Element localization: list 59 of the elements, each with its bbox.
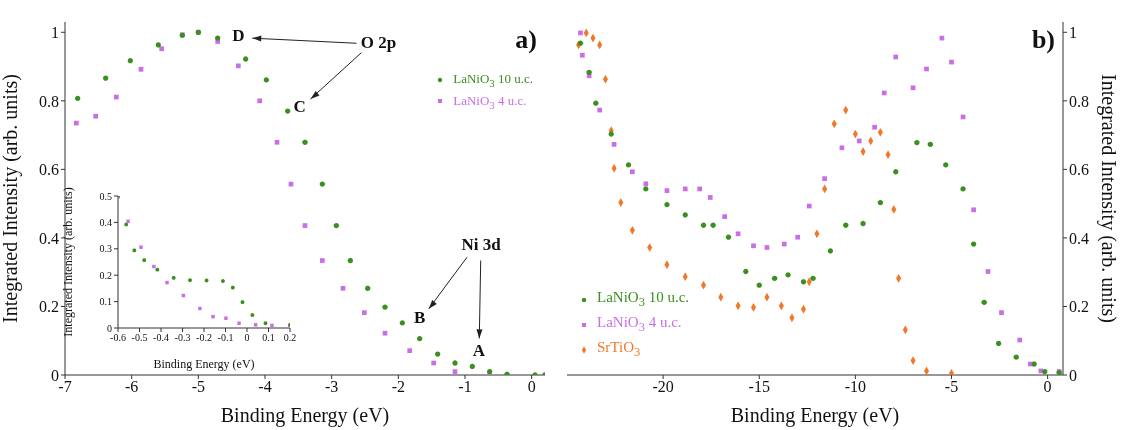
legend-label: LaNiO$_{3}$ 4 u.c. [597,314,682,335]
x-tick-label: -0.2 [196,332,212,344]
x-tick-label: -0.1 [217,332,234,344]
annotation: A [472,341,486,361]
y-tick-label: 1 [51,23,59,41]
y2-tick-label: 1 [1069,23,1077,41]
y-tick-label: 0.2 [39,298,59,316]
y-axis-title: Integrated Intensity (arb. units) [0,74,23,323]
y2-tick-label: 0.6 [1069,161,1089,179]
y-tick-label: 0.4 [99,216,112,228]
x-tick-label: -7 [58,378,72,396]
x-tick-label: 0 [244,332,250,344]
annotation: D [232,26,245,46]
annotation: a) [515,25,537,54]
y-axis-title: Integrated Intensity (arb. units) [61,187,76,337]
y2-tick-label: 0.2 [1069,298,1089,316]
annotation: Ni 3d [461,235,502,255]
x-tick-label: -0.5 [131,332,148,344]
x-tick-label: -15 [748,378,770,396]
legend-label: LaNiO$_{3}$ 10 u.c. [453,71,533,89]
y2-tick-label: 0.4 [1069,229,1089,247]
y2-axis-title: Integrated Intensity (arb. units) [1096,74,1120,323]
x-tick-label: -20 [652,378,674,396]
y-tick-label: 0.6 [39,161,59,179]
x-tick-label: -0.6 [110,332,126,344]
x-tick-label: 0 [527,378,536,396]
x-axis-title: Binding Energy (eV) [730,404,900,427]
x-tick-label: -1 [458,378,472,396]
x-tick-label: -5 [191,378,205,396]
legend-label: SrTiO$_{3}$ [597,339,641,360]
y-tick-label: 0 [107,322,112,334]
x-tick-label: -5 [944,378,959,396]
x-tick-label: -0.4 [153,332,169,344]
y-tick-label: 0.8 [39,92,59,110]
y-tick-label: 0 [51,366,59,384]
y-tick-label: 0.5 [99,190,112,202]
y2-tick-label: 0 [1069,366,1077,384]
x-tick-label: -2 [391,378,405,396]
x-axis-title: Binding Energy (eV) [153,357,255,371]
annotation: B [414,308,426,328]
annotation: C [293,96,306,116]
x-tick-label: -10 [844,378,867,396]
x-axis-title: Binding Energy (eV) [220,404,390,427]
x-tick-label: 0.1 [262,332,275,344]
x-tick-label: -6 [125,378,139,396]
y-tick-label: 0.2 [99,269,112,281]
y-tick-label: 0.3 [99,243,112,255]
annotation: O 2p [360,32,397,52]
x-tick-label: -3 [325,378,339,396]
legend-label: LaNiO$_{3}$ 4 u.c. [453,92,527,111]
y-tick-label: 0.1 [99,296,112,308]
x-tick-label: -0.3 [174,332,191,344]
x-tick-label: -4 [258,378,272,396]
annotation: b) [1031,25,1055,54]
y-tick-label: 0.4 [39,229,59,247]
legend-label: LaNiO$_{3}$ 10 u.c. [597,289,690,310]
y2-tick-label: 0.8 [1069,92,1089,110]
x-tick-label: 0.2 [283,332,297,344]
x-tick-label: 0 [1043,378,1052,396]
